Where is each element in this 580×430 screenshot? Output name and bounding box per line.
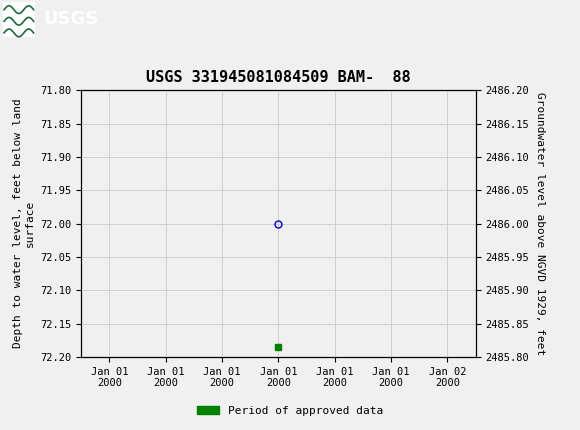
FancyBboxPatch shape xyxy=(3,2,35,37)
Title: USGS 331945081084509 BAM-  88: USGS 331945081084509 BAM- 88 xyxy=(146,70,411,85)
Y-axis label: Groundwater level above NGVD 1929, feet: Groundwater level above NGVD 1929, feet xyxy=(535,92,545,355)
Text: USGS: USGS xyxy=(44,10,99,28)
Y-axis label: Depth to water level, feet below land
surface: Depth to water level, feet below land su… xyxy=(13,99,35,348)
Legend: Period of approved data: Period of approved data xyxy=(193,401,387,420)
